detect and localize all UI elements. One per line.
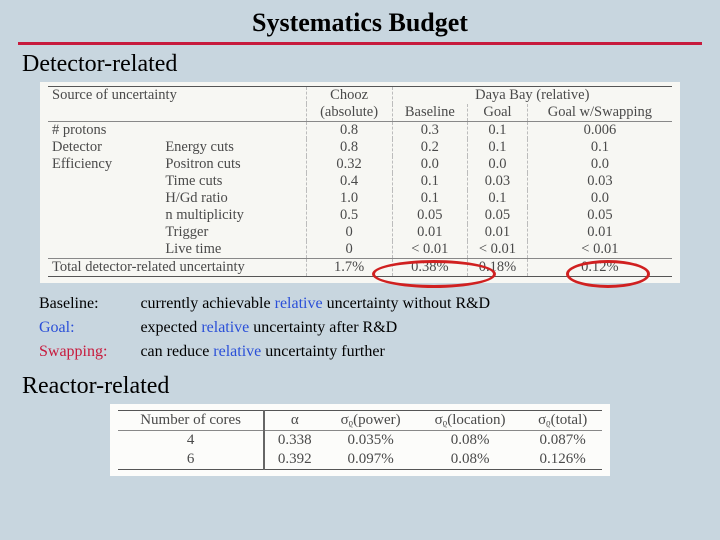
detector-table: Source of uncertainty Chooz Daya Bay (re… xyxy=(48,86,672,277)
legend-row-goal: Goal: expected relative uncertainty afte… xyxy=(38,317,491,339)
col-ncores: Number of cores xyxy=(118,411,264,431)
table-row: # protons 0.8 0.3 0.1 0.006 xyxy=(48,122,672,140)
col-power: σᵨ(power) xyxy=(324,411,417,431)
table-row: Time cuts 0.4 0.1 0.03 0.03 xyxy=(48,173,672,190)
legend: Baseline: currently achievable relative … xyxy=(36,291,493,365)
table-row: H/Gd ratio 1.0 0.1 0.1 0.0 xyxy=(48,190,672,207)
col-absolute: (absolute) xyxy=(306,104,392,122)
col-baseline: Baseline xyxy=(392,104,468,122)
section-detector: Detector-related xyxy=(0,51,720,78)
table-row: n multiplicity 0.5 0.05 0.05 0.05 xyxy=(48,207,672,224)
col-total: σᵨ(total) xyxy=(523,411,602,431)
col-daya: Daya Bay (relative) xyxy=(392,87,672,105)
col-location: σᵨ(location) xyxy=(417,411,523,431)
col-goal: Goal xyxy=(468,104,528,122)
reactor-table-wrap: Number of cores α σᵨ(power) σᵨ(location)… xyxy=(110,404,610,476)
detector-table-wrap: Source of uncertainty Chooz Daya Bay (re… xyxy=(40,82,680,283)
col-swap: Goal w/Swapping xyxy=(527,104,672,122)
table-row: Detector Energy cuts 0.8 0.2 0.1 0.1 xyxy=(48,139,672,156)
table-header-row: Source of uncertainty Chooz Daya Bay (re… xyxy=(48,87,672,105)
slide-title: Systematics Budget xyxy=(0,0,720,42)
slide: Systematics Budget Detector-related Sour… xyxy=(0,0,720,540)
table-row: Trigger 0 0.01 0.01 0.01 xyxy=(48,224,672,241)
legend-row-baseline: Baseline: currently achievable relative … xyxy=(38,293,491,315)
reactor-table: Number of cores α σᵨ(power) σᵨ(location)… xyxy=(118,410,602,470)
legend-row-swap: Swapping: can reduce relative uncertaint… xyxy=(38,341,491,363)
title-rule xyxy=(18,42,702,45)
table-row: Efficiency Positron cuts 0.32 0.0 0.0 0.… xyxy=(48,156,672,173)
table-subheader-row: (absolute) Baseline Goal Goal w/Swapping xyxy=(48,104,672,122)
table-row: 6 0.392 0.097% 0.08% 0.126% xyxy=(118,450,602,470)
col-alpha: α xyxy=(264,411,324,431)
col-source: Source of uncertainty xyxy=(48,87,306,105)
section-reactor: Reactor-related xyxy=(0,373,720,400)
col-chooz: Chooz xyxy=(306,87,392,105)
table-row: 4 0.338 0.035% 0.08% 0.087% xyxy=(118,431,602,451)
table-total-row: Total detector-related uncertainty 1.7% … xyxy=(48,259,672,277)
table-header-row: Number of cores α σᵨ(power) σᵨ(location)… xyxy=(118,411,602,431)
table-row: Live time 0 < 0.01 < 0.01 < 0.01 xyxy=(48,241,672,259)
